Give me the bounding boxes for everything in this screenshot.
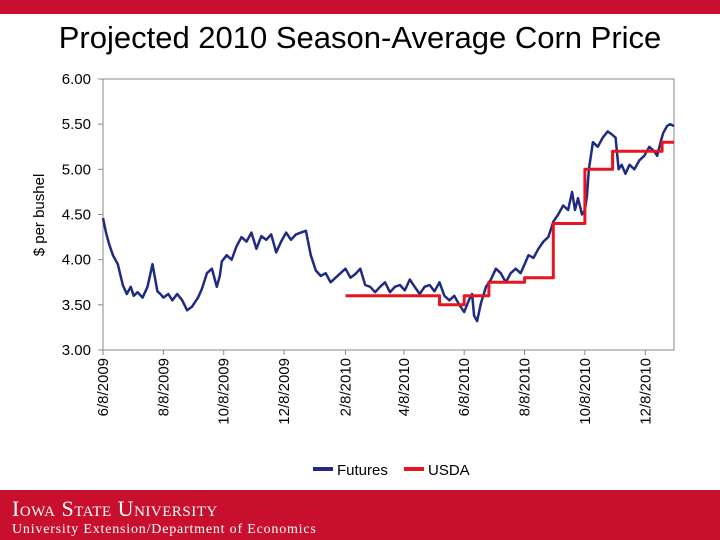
y-tick-label: 5.50 bbox=[62, 116, 91, 133]
series-layer bbox=[101, 122, 675, 323]
footer-subtitle: University Extension/Department of Econo… bbox=[12, 522, 317, 537]
series-usda-line bbox=[345, 140, 674, 307]
y-tick-label: 6.00 bbox=[62, 71, 91, 88]
y-tick-label: 4.50 bbox=[62, 207, 91, 224]
y-tick-label: 5.00 bbox=[62, 161, 91, 178]
y-tick-label: 3.50 bbox=[62, 297, 91, 314]
corn-price-chart: 3.00 3.50 4.00 4.50 5.00 5.50 6.00 6/8/2009 8/8… bbox=[31, 71, 675, 479]
x-tick-label: 6/8/2010 bbox=[456, 358, 473, 416]
legend-label-usda: USDA bbox=[428, 462, 470, 479]
x-tick-label: 12/8/2009 bbox=[276, 358, 293, 425]
x-tick-label: 8/8/2010 bbox=[517, 358, 534, 416]
x-tick-label: 8/8/2009 bbox=[155, 358, 172, 416]
x-tick-label: 10/8/2010 bbox=[577, 358, 594, 425]
y-axis: 3.00 3.50 4.00 4.50 5.00 5.50 6.00 bbox=[62, 71, 103, 359]
x-tick-label: 6/8/2009 bbox=[95, 358, 112, 416]
slide-title: Projected 2010 Season-Average Corn Price bbox=[58, 20, 662, 55]
footer-bar: Iowa State University University Extensi… bbox=[0, 490, 720, 540]
x-tick-label: 2/8/2010 bbox=[337, 358, 354, 416]
y-axis-title: $ per bushel bbox=[31, 174, 48, 257]
x-tick-label: 12/8/2010 bbox=[637, 358, 654, 425]
x-axis: 6/8/2009 8/8/2009 10/8/2009 12/8/2009 2/8/20… bbox=[95, 350, 654, 425]
y-tick-label: 4.00 bbox=[62, 252, 91, 269]
top-accent-bar bbox=[0, 0, 720, 14]
series-futures-line bbox=[101, 122, 675, 323]
x-tick-label: 4/8/2010 bbox=[396, 358, 413, 416]
university-logo: Iowa State University bbox=[12, 496, 218, 521]
y-tick-label: 3.00 bbox=[62, 342, 91, 359]
legend: Futures USDA bbox=[313, 462, 470, 479]
x-tick-label: 10/8/2009 bbox=[216, 358, 233, 425]
legend-label-futures: Futures bbox=[337, 462, 388, 479]
